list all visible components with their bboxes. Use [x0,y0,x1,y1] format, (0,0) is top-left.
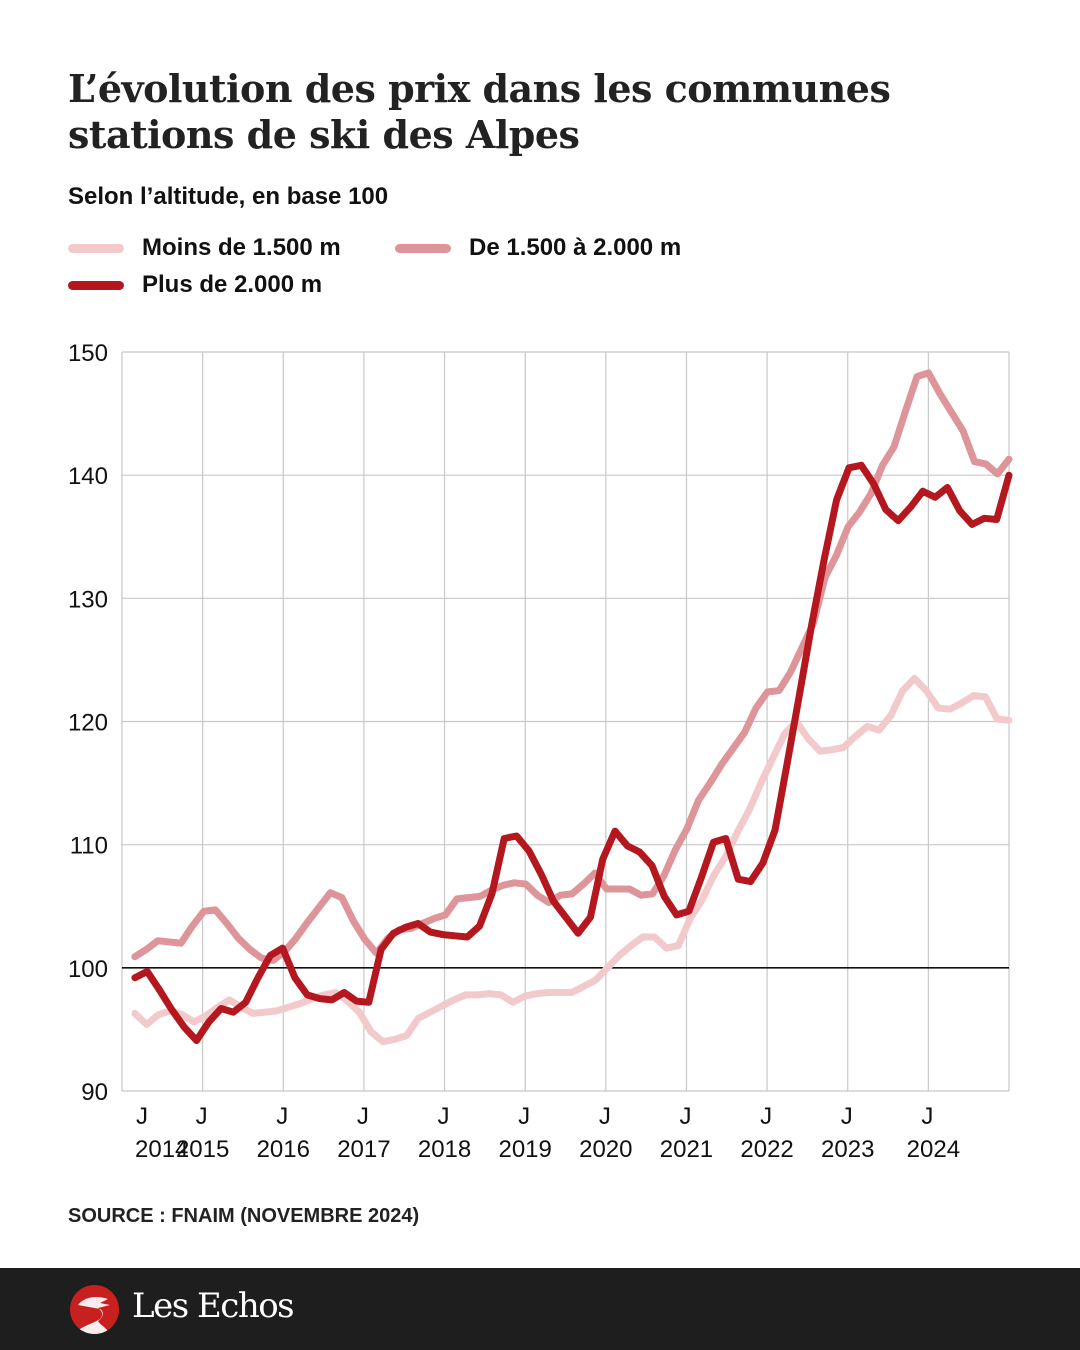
x-tick-year: 2016 [257,1136,310,1163]
chart-subtitle: Selon l’altitude, en base 100 [68,183,389,210]
gridlines [121,351,1010,1092]
line-chart: 90 100 110 120 130 140 150 J 2014 J 2015 J 2016 J 201… [68,340,1013,1163]
y-tick-label: 120 [68,710,108,737]
legend-swatch-icon [395,243,451,253]
y-tick-label: 140 [68,463,108,490]
legend-item-moins-1500: Moins de 1.500 m [68,234,341,262]
les-echos-logo-icon [70,1285,119,1334]
legend-label: Plus de 2.000 m [142,271,323,298]
x-axis-ticks: J 2014 J 2015 J 2016 J 2017 J 2018 J 2019 J 2020 J 2021… [135,1103,960,1163]
x-tick-year: 2015 [176,1136,229,1163]
x-tick-year: 2018 [418,1136,471,1163]
legend-swatch-icon [68,280,124,290]
x-tick-month: J [438,1103,450,1130]
y-axis-ticks: 90 100 110 120 130 140 150 [68,340,108,1106]
x-tick-year: 2023 [821,1136,874,1163]
x-tick-month: J [599,1103,611,1130]
y-tick-label: 90 [81,1079,108,1106]
series-line-3 [131,461,1013,1044]
x-tick-year: 2019 [498,1136,551,1163]
x-tick-month: J [679,1103,691,1130]
x-tick-month: J [357,1103,369,1130]
x-tick-month: J [841,1103,853,1130]
y-tick-label: 130 [68,586,108,613]
x-tick-year: 2017 [337,1136,390,1163]
series-lines [131,369,1013,1046]
x-tick-year: 2020 [579,1136,632,1163]
series-line-2 [131,369,1013,964]
x-tick-year: 2014 [135,1136,188,1163]
x-tick-year: 2024 [907,1136,960,1163]
y-tick-label: 110 [70,833,108,860]
series-line-1 [131,674,1013,1046]
legend-item-plus-2000: Plus de 2.000 m [68,271,322,299]
source-note: SOURCE : FNAIM (NOVEMBRE 2024) [68,1205,420,1227]
x-tick-month: J [136,1103,148,1130]
brand-name: Les Echos [132,1286,295,1326]
legend-swatch-icon [68,243,124,253]
x-tick-month: J [760,1103,772,1130]
x-tick-year: 2022 [740,1136,793,1163]
x-tick-year: 2021 [660,1136,713,1163]
x-tick-month: J [196,1103,208,1130]
legend-label: De 1.500 à 2.000 m [469,234,682,261]
x-tick-month: J [276,1103,288,1130]
footer-bar: Les Echos [0,1268,1080,1350]
y-tick-label: 150 [68,340,108,367]
chart-title: L’évolution des prix dans les communes s… [68,66,891,157]
y-tick-label: 100 [68,956,108,983]
x-tick-month: J [518,1103,530,1130]
legend-item-1500-2000: De 1.500 à 2.000 m [395,234,681,262]
x-tick-month: J [921,1103,933,1130]
legend-label: Moins de 1.500 m [142,234,341,261]
